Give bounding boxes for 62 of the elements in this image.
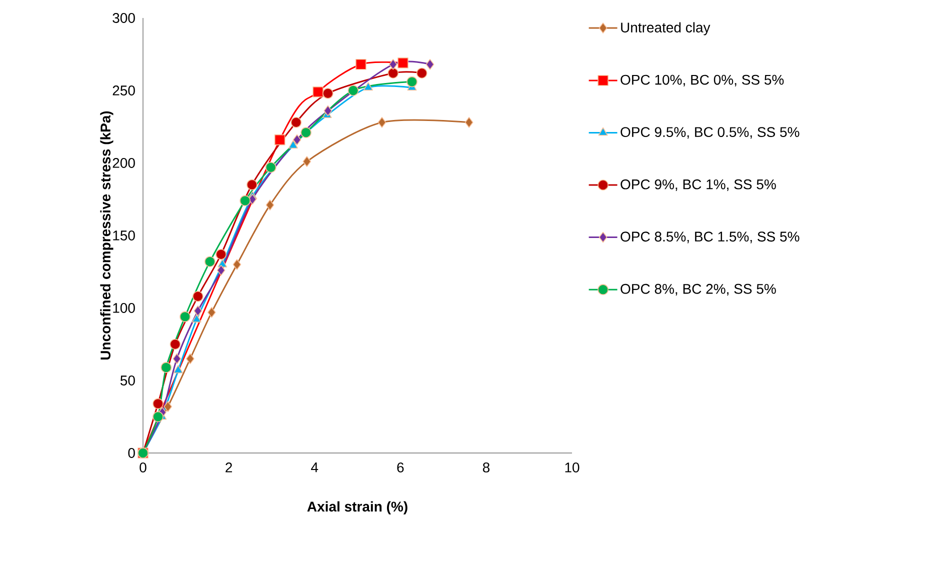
point [232, 259, 242, 270]
point [300, 127, 312, 138]
point [173, 364, 183, 374]
point [216, 248, 226, 260]
x-tick-label: 0 [140, 462, 146, 472]
legend-label: OPC 10%, BC 0%, SS 5% [620, 74, 784, 86]
x-axis-title: Axial strain (%) [307, 501, 408, 514]
point [406, 76, 418, 88]
legend-label: OPC 9.5%, BC 0.5%, SS 5% [620, 127, 800, 139]
y-axis-title: Unconfined compressive stress (kPa) [100, 111, 114, 360]
point [192, 290, 204, 302]
point [192, 314, 202, 322]
point [204, 256, 216, 267]
y-tick-label: 300 [112, 13, 135, 23]
y-tick-label: 250 [112, 86, 135, 96]
x-tick-label: 8 [482, 462, 490, 472]
point [398, 58, 408, 68]
point [240, 195, 251, 206]
point [152, 398, 164, 410]
point [426, 58, 434, 70]
point [322, 88, 334, 99]
y-tick-label: 100 [113, 303, 135, 313]
point [152, 411, 164, 422]
point [288, 140, 298, 148]
legend-label: OPC 9%, BC 1%, SS 5% [620, 179, 776, 191]
point [464, 116, 474, 128]
x-tick-label: 6 [397, 462, 404, 472]
point [324, 105, 332, 116]
point [164, 401, 172, 412]
point [208, 306, 216, 318]
point [160, 362, 172, 373]
legend-label: Untreated clay [621, 22, 710, 36]
point [364, 82, 373, 90]
point [388, 58, 398, 70]
legend-label: OPC 8%, BC 2%, SS 5% [620, 284, 776, 296]
point [348, 85, 359, 96]
point [172, 353, 182, 364]
point [292, 134, 302, 146]
point [266, 200, 274, 210]
y-tick-label: 200 [112, 158, 135, 168]
point [186, 353, 194, 364]
point [216, 264, 226, 276]
point [416, 68, 428, 78]
point [194, 305, 202, 316]
x-tick-label: 10 [565, 462, 580, 472]
point [388, 68, 399, 78]
point [246, 179, 258, 190]
point [356, 58, 366, 70]
x-tick-label: 2 [226, 462, 232, 472]
point [170, 338, 181, 350]
point [378, 116, 386, 128]
x-tick-label: 4 [311, 462, 318, 472]
point [302, 156, 312, 167]
legend-label: OPC 8.5%, BC 1.5%, SS 5% [620, 232, 800, 244]
point [290, 116, 302, 128]
point [274, 134, 286, 146]
y-tick-label: 50 [120, 376, 135, 386]
y-tick-label: 0 [128, 448, 135, 458]
y-tick-label: 150 [113, 230, 135, 240]
point [180, 311, 190, 322]
point [265, 162, 276, 173]
point [312, 86, 324, 98]
